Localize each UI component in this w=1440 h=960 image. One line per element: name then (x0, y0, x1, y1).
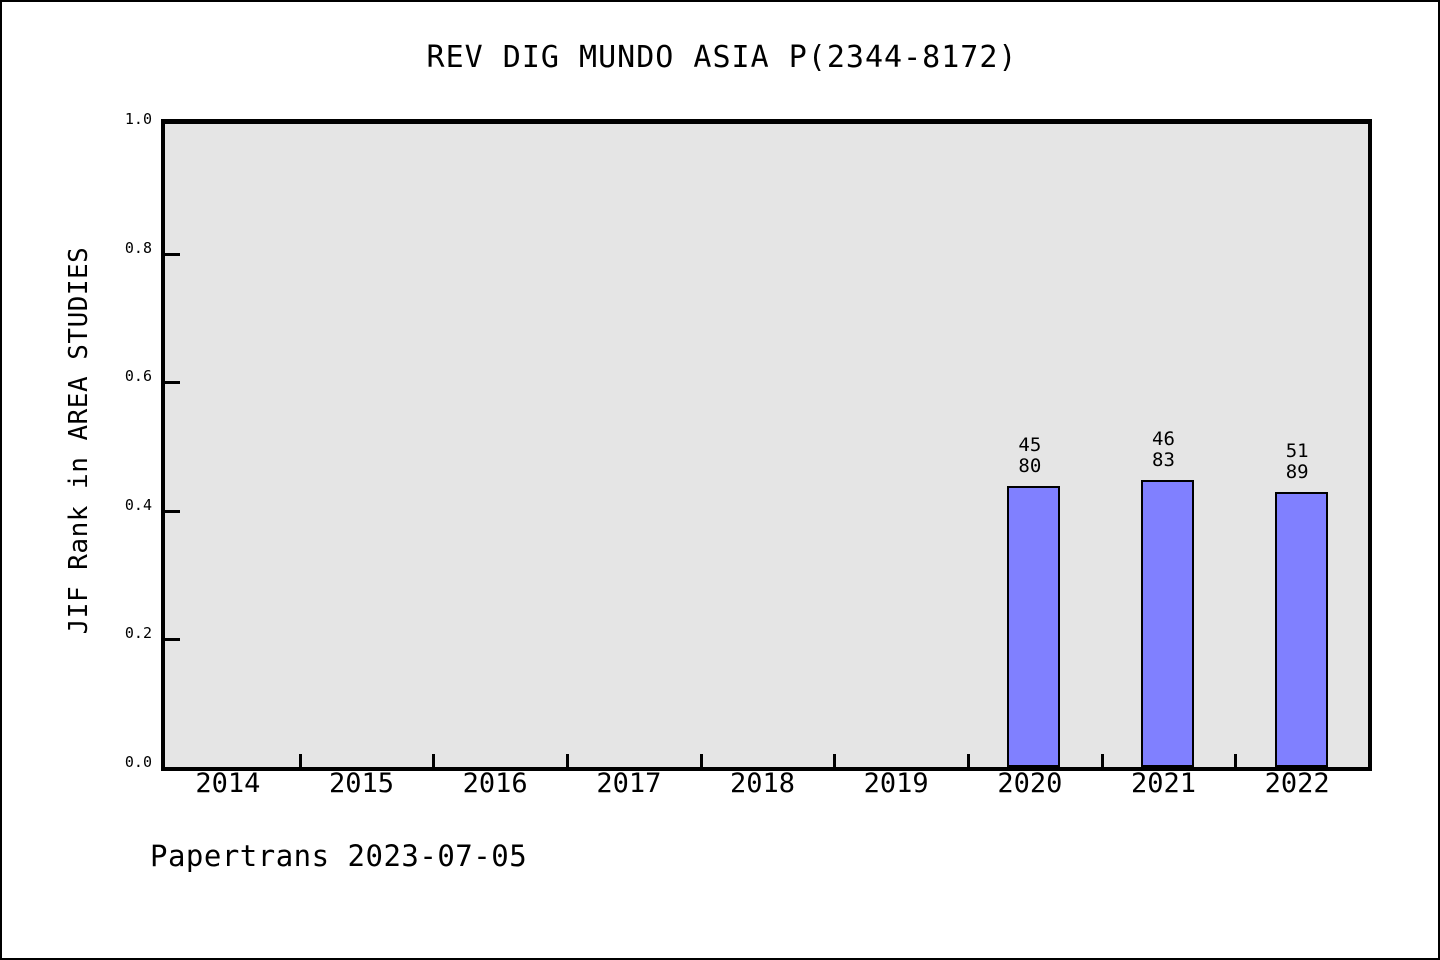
bar-2020[interactable] (1007, 485, 1061, 767)
y-tick-mark (165, 638, 180, 642)
x-tick-mark (967, 754, 970, 767)
bar-value-label-2022: 51 89 (1227, 441, 1367, 483)
x-tick-label-2017: 2017 (596, 768, 662, 799)
x-tick-label-2014: 2014 (195, 768, 261, 799)
bar-rank-2020: 45 (1018, 433, 1042, 456)
y-tick-mark (165, 509, 180, 513)
y-tick-label-0-2: 0.2 (124, 624, 152, 643)
x-tick-mark (566, 754, 569, 767)
y-tick-label-0-6: 0.6 (124, 367, 152, 386)
plot-inner (165, 124, 1368, 767)
x-tick-label-2020: 2020 (997, 768, 1063, 799)
x-tick-mark (833, 754, 837, 767)
y-tick-label-1-0: 1.0 (124, 110, 152, 128)
x-tick-mark (1100, 754, 1104, 767)
x-tick-label-2021: 2021 (1130, 768, 1197, 799)
bar-rank-2021: 46 (1152, 428, 1175, 451)
y-axis-tick-labels: 1.0 0.8 0.6 0.4 0.2 0.0 (90, 110, 152, 771)
y-tick-label-0-8: 0.8 (124, 238, 152, 257)
bar-total-2020: 80 (1018, 454, 1042, 477)
bar-rank-2022: 51 (1285, 440, 1309, 463)
x-tick-mark (432, 754, 436, 767)
footer-note: Papertrans 2023-07-05 (150, 839, 528, 873)
chart-title: REV DIG MUNDO ASIA P(2344-8172) (426, 40, 1018, 75)
x-tick-label-2022: 2022 (1264, 768, 1330, 799)
y-tick-mark (165, 381, 180, 385)
bar-total-2022: 89 (1285, 461, 1309, 484)
bar-2021[interactable] (1141, 480, 1194, 767)
x-tick-mark (298, 754, 302, 767)
y-tick-label-0-4: 0.4 (124, 495, 152, 514)
x-tick-label-2019: 2019 (863, 768, 929, 799)
bar-value-label-2021: 46 83 (1094, 429, 1234, 471)
x-tick-mark (699, 754, 703, 767)
x-tick-label-2015: 2015 (328, 768, 395, 799)
plot-area (161, 119, 1372, 771)
bar-value-label-2020: 45 80 (960, 433, 1100, 477)
x-tick-mark (1234, 754, 1238, 767)
y-tick-mark (165, 252, 180, 256)
bar-2022[interactable] (1274, 492, 1328, 767)
x-tick-label-2018: 2018 (729, 768, 796, 799)
x-tick-label-2016: 2016 (462, 768, 528, 799)
bar-total-2021: 83 (1152, 449, 1175, 472)
y-tick-label-0-0: 0.0 (124, 753, 152, 771)
